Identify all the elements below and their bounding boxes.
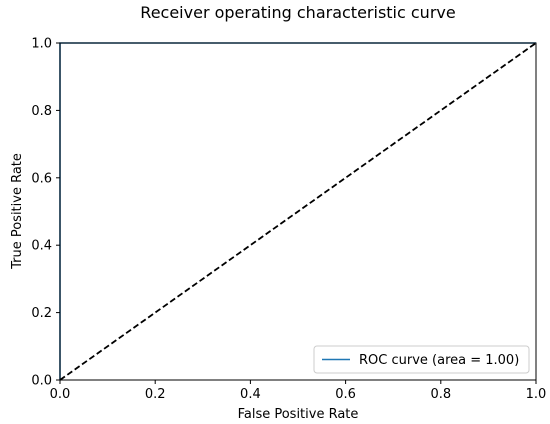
y-axis-ticks: 0.0 0.2 0.4 0.6 0.8 1.0 xyxy=(31,37,60,389)
legend-box xyxy=(313,345,530,374)
x-tick-label: 0.4 xyxy=(240,387,261,402)
plot-frame xyxy=(59,42,537,381)
legend-label-roc: ROC curve (area = 1.00) xyxy=(359,353,519,368)
y-tick-label: 1.0 xyxy=(31,37,52,52)
x-tick-label: 0.0 xyxy=(50,387,71,402)
series-layer xyxy=(59,42,537,381)
x-tick-label: 1.0 xyxy=(526,387,547,402)
x-tick-label: 0.8 xyxy=(430,387,451,402)
y-tick-label: 0.6 xyxy=(31,171,52,186)
y-tick-label: 0.2 xyxy=(31,306,52,321)
x-axis-ticks: 0.0 0.2 0.4 0.6 0.8 1.0 xyxy=(50,380,547,402)
y-tick-label: 0.8 xyxy=(31,104,52,119)
x-axis-label: False Positive Rate xyxy=(238,407,359,422)
chance-diagonal-line xyxy=(59,42,537,381)
y-tick-label: 0.0 xyxy=(31,374,52,389)
legend: ROC curve (area = 1.00) xyxy=(313,345,530,374)
plot-area xyxy=(59,42,537,381)
y-tick-label: 0.4 xyxy=(31,239,52,254)
x-tick-label: 0.2 xyxy=(145,387,166,402)
y-axis-label: True Positive Rate xyxy=(10,153,25,270)
chart-title: Receiver operating characteristic curve xyxy=(140,3,455,22)
x-tick-label: 0.6 xyxy=(335,387,356,402)
